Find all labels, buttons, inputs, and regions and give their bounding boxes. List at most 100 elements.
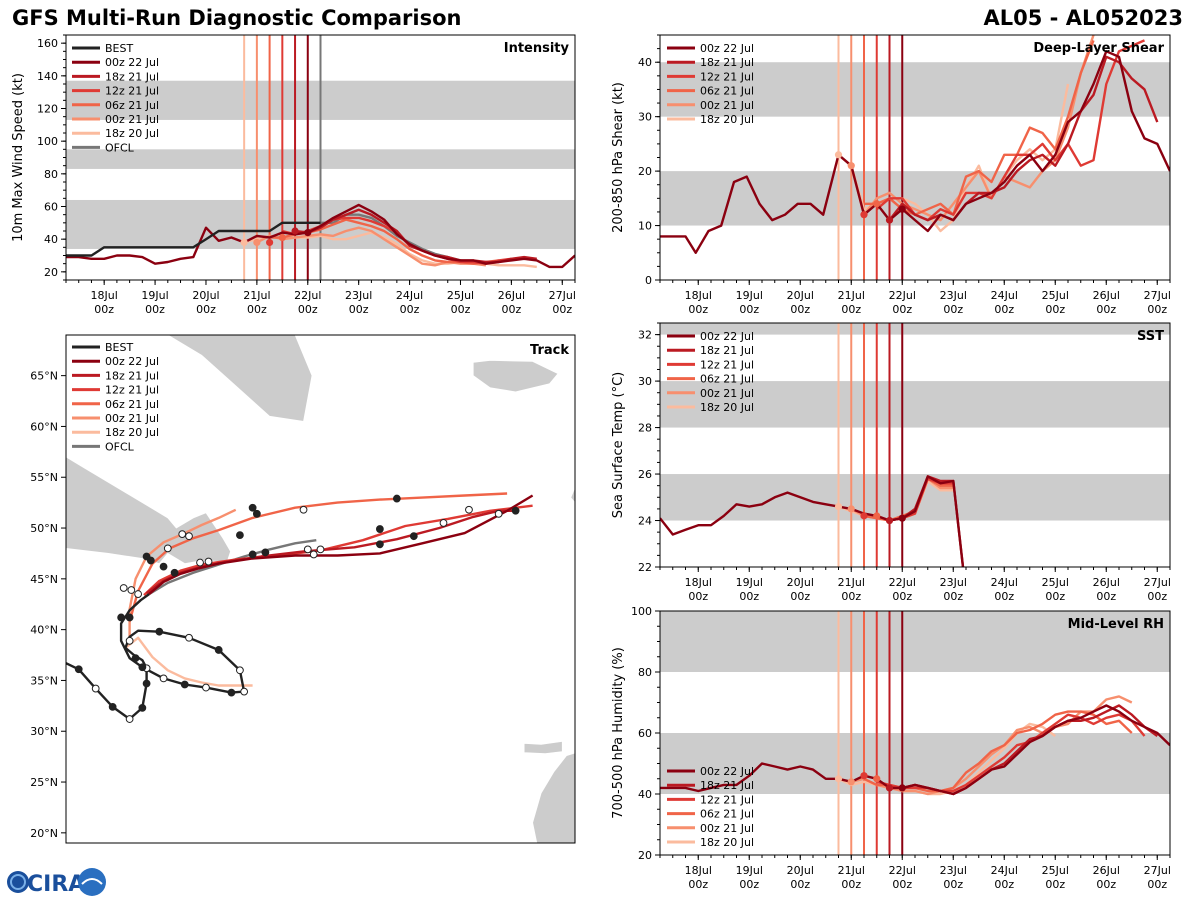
rh-legend-label-3: 06z 21 Jul [700, 808, 754, 821]
intensity-init-marker-2 [278, 233, 286, 242]
rh-band-1 [660, 611, 1170, 672]
intensity-xtick-hour-0: 00z [94, 303, 114, 316]
intensity-xtick-day-0: 18Jul [91, 289, 118, 302]
track-ytick-label-8: 60°N [30, 420, 58, 433]
shear-init-marker-1 [860, 211, 868, 219]
sst-init-marker-1 [860, 512, 868, 520]
track-legend-label-2: 18z 21 Jul [105, 369, 159, 382]
shear-xtick-day-5: 23Jul [940, 289, 967, 302]
sst-ylabel: Sea Surface Temp (°C) [611, 372, 626, 519]
intensity-xtick-day-5: 23Jul [345, 289, 372, 302]
track-marker-22 [119, 584, 128, 592]
sst-ytick-label-3: 28 [638, 422, 652, 435]
land-iberia [574, 588, 575, 661]
sst-xtick-hour-9: 00z [1147, 590, 1167, 603]
intensity-legend-label-3: 12z 21 Jul [105, 85, 159, 98]
track-marker-26 [159, 562, 168, 571]
intensity-xtick-hour-6: 00z [400, 303, 420, 316]
track-marker-7 [155, 627, 164, 636]
csu-seal-icon [78, 868, 106, 896]
cira-globe-ring [10, 874, 26, 890]
sst-ytick-label-5: 32 [638, 329, 652, 342]
track-series-00z-22-Jul [148, 494, 534, 596]
track-panel-title: Track [530, 343, 569, 358]
rh-panel-title: Mid-Level RH [1068, 617, 1164, 632]
sst-xtick-day-6: 24Jul [991, 576, 1018, 589]
land-newfoundland [66, 456, 232, 565]
shear-ytick-label-1: 10 [638, 220, 652, 233]
shear-legend-label-5: 18z 20 Jul [700, 113, 754, 126]
track-marker-42 [299, 505, 308, 514]
intensity-ytick-label-4: 100 [37, 135, 58, 148]
sst-panel-title: SST [1137, 329, 1164, 344]
rh-xtick-hour-2: 00z [790, 878, 810, 891]
sst-xtick-day-0: 18Jul [685, 576, 712, 589]
sst-panel: 22242628303218Jul00z19Jul00z20Jul00z21Ju… [611, 322, 1171, 603]
sst-xtick-day-2: 20Jul [787, 576, 814, 589]
sst-xtick-hour-2: 00z [790, 590, 810, 603]
rh-xtick-hour-9: 00z [1147, 878, 1167, 891]
track-marker-37 [375, 525, 384, 533]
track-marker-29 [204, 557, 213, 566]
intensity-xtick-day-1: 19Jul [141, 289, 168, 302]
shear-ytick-label-0: 0 [645, 274, 652, 287]
intensity-series-group [66, 203, 575, 269]
sst-xtick-day-5: 23Jul [940, 576, 967, 589]
track-ytick-label-0: 20°N [30, 827, 58, 840]
intensity-legend-label-5: 00z 21 Jul [105, 113, 159, 126]
sst-xtick-day-9: 27Jul [1144, 576, 1171, 589]
cira-logo: CIRA [7, 868, 106, 897]
track-ytick-label-7: 55°N [30, 471, 58, 484]
rh-xtick-day-9: 27Jul [1144, 864, 1171, 877]
sst-legend-label-0: 00z 22 Jul [700, 330, 754, 343]
rh-init-marker-3 [898, 784, 906, 792]
track-ytick-label-3: 35°N [30, 674, 58, 687]
track-series-00z-21-Jul [128, 508, 237, 642]
track-marker-36 [409, 532, 418, 541]
track-marker-4 [138, 703, 147, 712]
rh-ytick-label-1: 40 [638, 788, 652, 801]
track-marker-46 [178, 530, 187, 539]
rh-xtick-hour-4: 00z [892, 878, 912, 891]
rh-ylabel: 700-500 hPa Humidity (%) [611, 647, 626, 819]
land-canaries [523, 740, 563, 755]
track-marker-27 [170, 568, 179, 577]
track-marker-10 [236, 666, 244, 675]
land-iceland [472, 359, 559, 393]
shear-xtick-hour-9: 00z [1147, 303, 1167, 316]
sst-xtick-hour-3: 00z [841, 590, 861, 603]
rh-xtick-hour-7: 00z [1045, 878, 1065, 891]
track-marker-15 [159, 674, 168, 683]
shear-init-marker-2 [873, 200, 881, 208]
track-marker-49 [236, 531, 244, 540]
shear-band-0 [660, 171, 1170, 226]
track-marker-31 [261, 548, 270, 557]
track-marker-44 [248, 503, 257, 512]
shear-series-00z-21-Jul [850, 35, 1095, 222]
track-marker-18 [125, 636, 134, 645]
shear-series-18z-21-Jul [888, 55, 1159, 222]
intensity-ylabel: 10m Max Wind Speed (kt) [11, 73, 26, 242]
intensity-xtick-hour-5: 00z [349, 303, 369, 316]
sst-init-marker-5 [834, 502, 843, 511]
sst-xtick-day-4: 22Jul [889, 576, 916, 589]
track-legend-label-5: 00z 21 Jul [105, 412, 159, 425]
track-legend-label-6: 18z 20 Jul [105, 426, 159, 439]
track-marker-1 [91, 684, 100, 693]
rh-xtick-day-3: 21Jul [838, 864, 865, 877]
intensity-legend-label-4: 06z 21 Jul [105, 99, 159, 112]
shear-ytick-label-3: 30 [638, 111, 652, 124]
rh-xtick-hour-3: 00z [841, 878, 861, 891]
intensity-xtick-hour-2: 00z [196, 303, 216, 316]
intensity-xtick-day-8: 26Jul [498, 289, 525, 302]
intensity-xtick-hour-9: 00z [552, 303, 572, 316]
land-greenland [66, 335, 313, 422]
rh-xtick-day-7: 25Jul [1042, 864, 1069, 877]
land-ireland-uk [570, 466, 575, 504]
intensity-init-marker-3 [304, 229, 312, 237]
shear-init-marker-4 [847, 162, 855, 170]
rh-series-12z-21-Jul [876, 713, 1146, 793]
rh-xtick-day-0: 18Jul [685, 864, 712, 877]
intensity-init-marker-1 [266, 238, 274, 247]
track-marker-13 [202, 683, 210, 692]
